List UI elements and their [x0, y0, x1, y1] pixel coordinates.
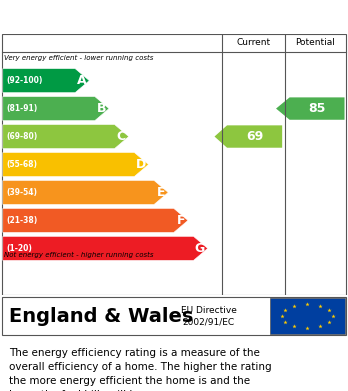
Text: Not energy efficient - higher running costs: Not energy efficient - higher running co… — [4, 252, 154, 258]
Polygon shape — [3, 237, 208, 260]
Text: G: G — [195, 242, 205, 255]
Text: Potential: Potential — [295, 38, 335, 47]
Polygon shape — [3, 152, 149, 176]
Text: The energy efficiency rating is a measure of the
overall efficiency of a home. T: The energy efficiency rating is a measur… — [9, 348, 271, 391]
Text: D: D — [135, 158, 146, 171]
Text: (21-38): (21-38) — [6, 216, 38, 225]
Text: England & Wales: England & Wales — [9, 307, 193, 325]
Text: (69-80): (69-80) — [6, 132, 38, 141]
Text: 69: 69 — [246, 130, 263, 143]
Text: (92-100): (92-100) — [6, 76, 43, 85]
Text: Current: Current — [236, 38, 270, 47]
Text: 85: 85 — [308, 102, 326, 115]
Text: EU Directive
2002/91/EC: EU Directive 2002/91/EC — [181, 306, 237, 326]
Text: B: B — [97, 102, 106, 115]
Text: F: F — [177, 214, 185, 227]
Polygon shape — [3, 97, 109, 120]
Text: (81-91): (81-91) — [6, 104, 38, 113]
Text: C: C — [117, 130, 126, 143]
Text: E: E — [157, 186, 165, 199]
Polygon shape — [3, 180, 168, 204]
Polygon shape — [3, 68, 89, 93]
Polygon shape — [3, 124, 129, 149]
Text: (1-20): (1-20) — [6, 244, 32, 253]
Text: Energy Efficiency Rating: Energy Efficiency Rating — [10, 9, 220, 25]
Bar — [270, 298, 345, 334]
Polygon shape — [3, 208, 188, 233]
Text: (55-68): (55-68) — [6, 160, 37, 169]
Text: A: A — [77, 74, 87, 87]
Text: (39-54): (39-54) — [6, 188, 37, 197]
Polygon shape — [276, 97, 345, 120]
Text: Very energy efficient - lower running costs: Very energy efficient - lower running co… — [4, 56, 153, 61]
Polygon shape — [214, 126, 282, 148]
